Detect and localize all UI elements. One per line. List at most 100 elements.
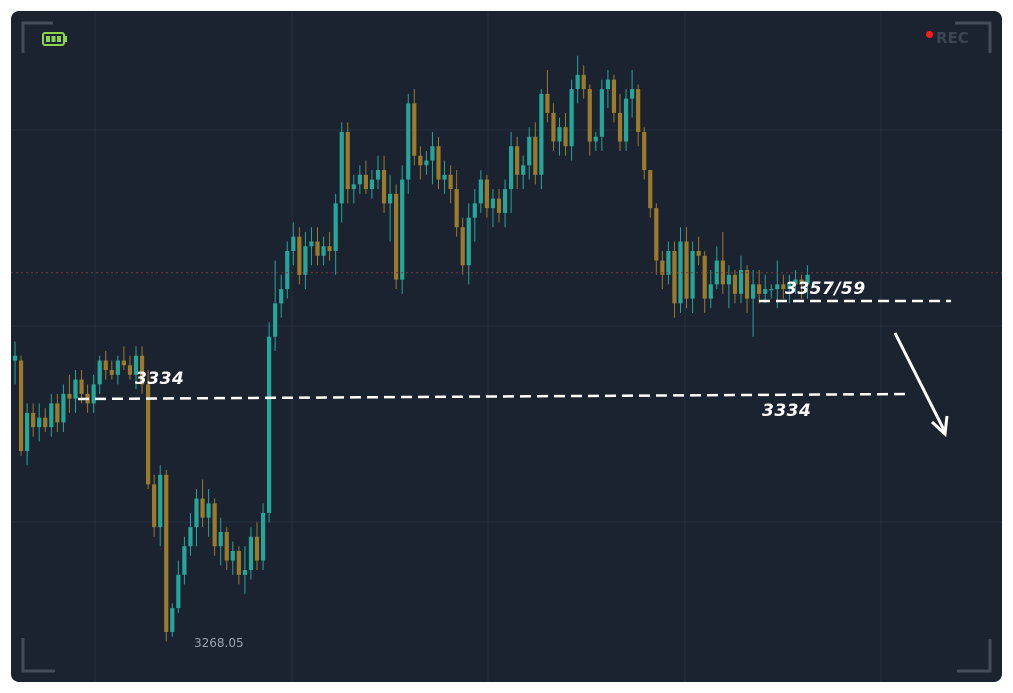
candle-body	[732, 274, 738, 294]
candle-body	[502, 189, 508, 213]
candle-body	[418, 155, 423, 166]
candle-body	[170, 608, 175, 632]
candle-body	[25, 412, 30, 451]
candle-body	[738, 270, 744, 294]
candle-body	[333, 203, 338, 251]
candle-body	[478, 179, 483, 204]
viewfinder-corner	[21, 638, 55, 673]
candle-body	[769, 289, 774, 291]
candle-body	[61, 393, 66, 423]
viewfinder-corners	[21, 21, 992, 673]
candle-body	[533, 136, 538, 175]
candle-body	[369, 179, 375, 190]
candle-body	[164, 474, 169, 632]
candle-body	[763, 289, 768, 294]
candle-body	[206, 503, 211, 518]
candle-body	[31, 412, 36, 428]
candle-body	[357, 174, 362, 185]
candle-body	[690, 251, 695, 299]
candle-body	[787, 284, 792, 290]
support-line-3334	[77, 392, 912, 401]
candlestick-chart	[11, 11, 1002, 682]
candle-body	[381, 170, 387, 204]
candle-body	[388, 193, 393, 204]
candle-body	[139, 355, 145, 385]
candle-body	[285, 251, 290, 290]
candle-body	[744, 270, 750, 299]
candle-body	[375, 170, 381, 180]
candle-body	[115, 360, 120, 375]
candle-body	[672, 251, 677, 304]
candle-body	[642, 131, 647, 171]
candle-body	[702, 255, 707, 299]
candle-body	[188, 527, 193, 547]
candle-body	[678, 241, 683, 304]
candle-body	[557, 127, 562, 142]
candle-body	[254, 536, 260, 561]
candle-body	[345, 131, 350, 190]
candle-body	[630, 89, 635, 99]
candle-body	[12, 355, 18, 361]
candle-body	[406, 103, 411, 180]
candle-body	[611, 79, 617, 113]
candle-body	[315, 241, 320, 256]
candle-body	[424, 160, 429, 166]
record-dot-icon	[926, 31, 933, 38]
candle-body	[394, 193, 399, 280]
candle-body	[775, 284, 780, 290]
candle-body	[617, 112, 623, 142]
candle-body	[466, 217, 471, 266]
candle-body	[454, 189, 459, 228]
candle-body	[121, 360, 126, 366]
candle-body	[224, 531, 229, 561]
candle-body	[267, 336, 272, 513]
candle-body	[309, 241, 314, 247]
candle-body	[37, 417, 42, 428]
candle-body	[551, 112, 556, 142]
candle-body	[660, 260, 665, 275]
candle-body	[260, 512, 266, 561]
candle-body	[654, 208, 659, 261]
candle-body	[400, 179, 405, 280]
candle-body	[176, 574, 181, 609]
candle-body	[109, 370, 114, 375]
candle-body	[509, 146, 514, 190]
candle-body	[515, 146, 520, 175]
candle-body	[666, 251, 671, 275]
battery-full-icon	[42, 31, 68, 50]
candle-body	[158, 474, 163, 528]
level-label-3334-left: 3334	[135, 369, 185, 389]
candle-body	[273, 303, 278, 337]
candle-body	[43, 417, 48, 428]
candle-body	[496, 198, 502, 213]
candle-body	[152, 484, 157, 528]
candle-body	[182, 546, 187, 575]
viewfinder-corner	[21, 21, 53, 53]
viewfinder-corner	[957, 639, 992, 673]
down-arrow-shaft	[893, 332, 947, 433]
candle-body	[623, 98, 629, 142]
candle-body	[297, 236, 302, 275]
low-price-label: 3268.05	[194, 636, 244, 650]
candle-body	[636, 89, 641, 132]
candle-body	[593, 136, 598, 142]
candle-body	[103, 360, 108, 371]
grid-lines	[11, 11, 1002, 682]
candle-body	[339, 131, 344, 204]
candle-body	[575, 74, 580, 90]
candle-body	[218, 531, 223, 547]
candle-body	[18, 360, 24, 451]
level-label-3357-59: 3357/59	[785, 279, 866, 299]
candle-body	[781, 284, 786, 290]
candle-body	[248, 536, 254, 571]
candle-body	[363, 174, 368, 190]
candle-body	[805, 274, 810, 285]
candle-body	[726, 274, 731, 285]
candle-body	[55, 403, 60, 423]
viewfinder-corner	[955, 21, 992, 53]
candle-body	[242, 570, 247, 575]
candle-body	[708, 284, 713, 299]
candle-body	[696, 251, 701, 256]
candle-body	[793, 279, 798, 285]
candle-body	[412, 103, 417, 156]
